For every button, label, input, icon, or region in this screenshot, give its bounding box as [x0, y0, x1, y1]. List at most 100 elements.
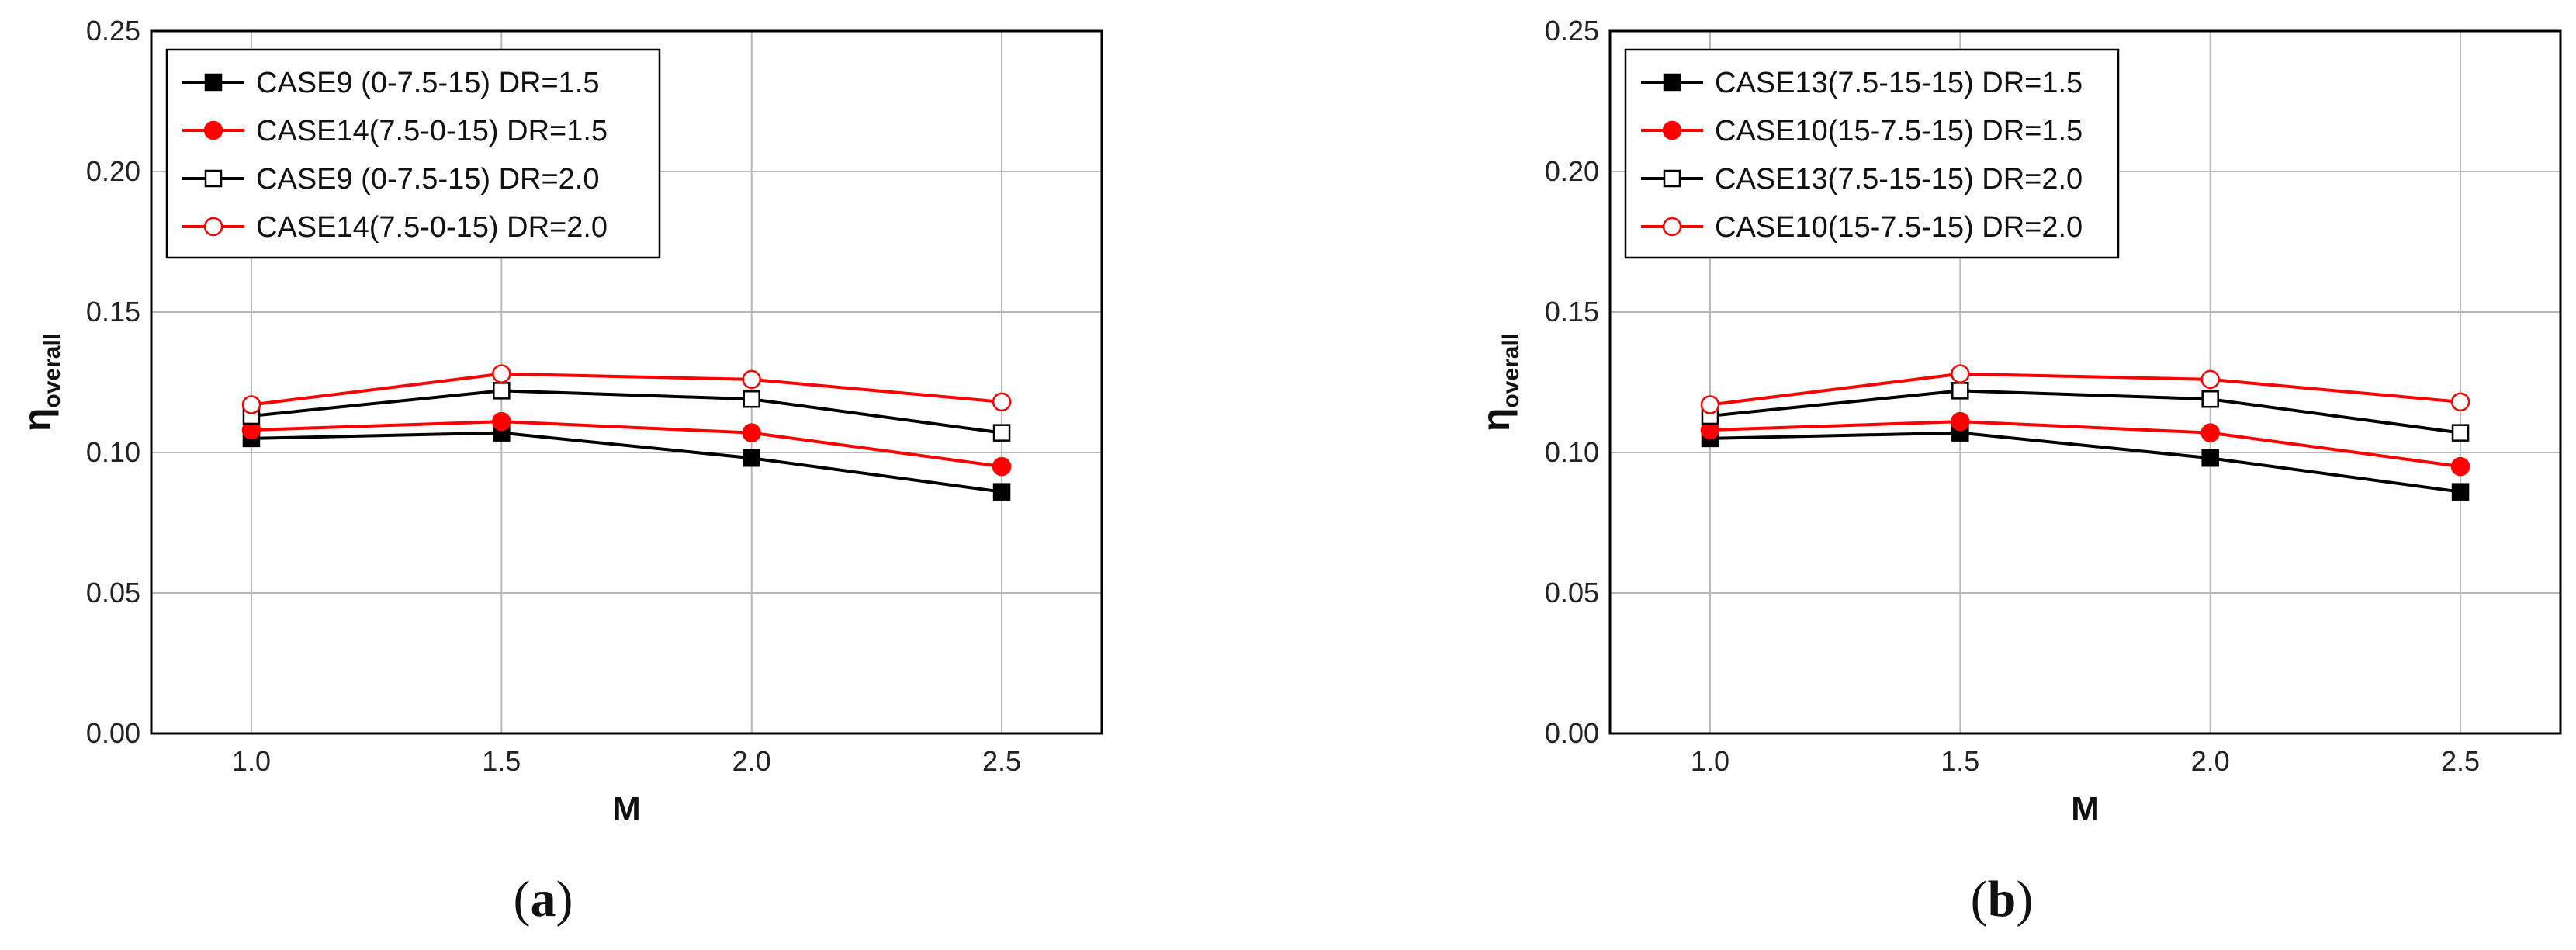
y-tick-label: 0.20 — [1545, 155, 1599, 187]
series-2 — [241, 411, 1012, 477]
series-4 — [1700, 364, 2470, 414]
x-tick-label: 1.5 — [1941, 745, 1979, 777]
y-axis-subscript: overall — [40, 333, 65, 408]
series-4 — [241, 364, 1012, 414]
legend-item: CASE10(15-7.5-15) DR=1.5 — [1641, 115, 2083, 147]
legend-label: CASE14(7.5-0-15) DR=2.0 — [256, 211, 608, 244]
x-tick-label: 2.5 — [2441, 745, 2480, 777]
data-point — [992, 392, 1012, 412]
y-axis-symbol: η — [16, 408, 59, 432]
data-point — [1951, 411, 1970, 432]
x-tick-label: 2.0 — [732, 745, 771, 777]
y-tick-label: 0.20 — [86, 155, 140, 187]
legend-box — [1624, 48, 2120, 259]
legend-marker — [1662, 120, 1682, 140]
legend-item: CASE13(7.5-15-15) DR=2.0 — [1641, 163, 2083, 196]
y-tick-label: 0.00 — [86, 717, 140, 749]
legend-label: CASE13(7.5-15-15) DR=1.5 — [1715, 67, 2083, 99]
plot-frame — [150, 29, 1103, 735]
panel-label-close: ) — [556, 871, 573, 927]
legend-label: CASE13(7.5-15-15) DR=2.0 — [1715, 163, 2083, 196]
series-line — [1709, 420, 2461, 469]
panel-label-a: (a) — [514, 871, 573, 927]
data-point — [742, 423, 761, 442]
legend-marker — [204, 73, 223, 92]
y-tick-label: 0.00 — [1545, 717, 1599, 749]
data-point — [992, 483, 1011, 501]
x-axis-title: M — [612, 790, 641, 828]
data-point — [992, 456, 1012, 477]
panel-label-open: ( — [1971, 871, 1988, 927]
series-line — [251, 389, 1002, 435]
data-point — [992, 424, 1011, 442]
panel-label-close: ) — [2016, 871, 2033, 927]
data-point — [743, 449, 760, 467]
chart-panel-a: 0.00 0.05 0.10 0.15 0.20 0.25 1.0 1.5 2.0 2.5 Mηov… — [16, 15, 1103, 828]
data-point — [492, 411, 511, 432]
x-axis-title: M — [2071, 790, 2100, 828]
legend-item: CASE9 (0-7.5-15) DR=1.5 — [182, 67, 599, 99]
y-tick-label: 0.15 — [1545, 296, 1599, 328]
legend-label: CASE10(15-7.5-15) DR=1.5 — [1715, 115, 2083, 147]
data-point — [2201, 390, 2219, 408]
y-tick-label: 0.15 — [86, 296, 140, 328]
data-point — [2200, 369, 2220, 390]
data-point — [1951, 364, 1970, 383]
legend-marker — [203, 120, 223, 140]
legend-label: CASE14(7.5-0-15) DR=1.5 — [256, 115, 608, 147]
data-point — [1700, 395, 1720, 414]
x-tick-label: 1.0 — [232, 745, 271, 777]
x-tick-label: 1.0 — [1691, 745, 1729, 777]
series-line — [251, 420, 1002, 469]
x-tick-label: 2.5 — [982, 745, 1021, 777]
legend-marker — [1662, 217, 1682, 237]
data-point — [2450, 392, 2470, 412]
y-tick-label: 0.05 — [86, 577, 140, 608]
y-tick-label: 0.10 — [86, 436, 140, 468]
panel-label-open: ( — [514, 871, 531, 927]
legend-item: CASE9 (0-7.5-15) DR=2.0 — [182, 163, 599, 196]
panel-label-letter: b — [1988, 871, 2017, 927]
legend-item: CASE13(7.5-15-15) DR=1.5 — [1641, 67, 2083, 99]
data-point — [742, 369, 761, 390]
y-tick-label: 0.25 — [1545, 15, 1599, 47]
legend-item: CASE10(15-7.5-15) DR=2.0 — [1641, 211, 2083, 244]
panel-label-b: (b) — [1971, 871, 2034, 927]
legend-box — [165, 48, 661, 259]
series-line — [251, 372, 1002, 407]
data-point — [2451, 483, 2470, 501]
data-point — [2450, 456, 2470, 477]
series-1 — [1701, 424, 2470, 501]
data-point — [492, 364, 511, 383]
y-axis-subscript: overall — [1498, 333, 1524, 408]
y-tick-label: 0.05 — [1545, 577, 1599, 608]
data-point — [743, 390, 760, 408]
legend-label: CASE9 (0-7.5-15) DR=2.0 — [256, 163, 599, 196]
legend-marker — [203, 217, 223, 237]
legend-label: CASE10(15-7.5-15) DR=2.0 — [1715, 211, 2083, 244]
data-point — [493, 382, 511, 400]
data-point — [2451, 424, 2470, 442]
legend-item: CASE14(7.5-0-15) DR=2.0 — [182, 211, 608, 244]
data-point — [2200, 423, 2220, 442]
y-tick-label: 0.10 — [1545, 436, 1599, 468]
y-axis-title: ηoverall — [16, 333, 65, 432]
chart-panel-b: 0.00 0.05 0.10 0.15 0.20 0.25 1.0 1.5 2.0 2.5 Mηov… — [1474, 15, 2562, 828]
legend: CASE9 (0-7.5-15) DR=1.5 CASE14(7.5-0-15) … — [165, 48, 661, 259]
series-line — [1709, 372, 2461, 407]
x-tick-label: 1.5 — [482, 745, 521, 777]
data-point — [241, 395, 261, 414]
legend-item: CASE14(7.5-0-15) DR=1.5 — [182, 115, 608, 147]
data-point — [2201, 449, 2219, 467]
panel-label-letter: a — [531, 871, 556, 927]
x-tick-label: 2.0 — [2191, 745, 2230, 777]
legend-marker — [204, 169, 223, 188]
legend-marker — [1663, 169, 1681, 188]
series-line — [251, 431, 1002, 494]
y-axis-symbol: η — [1474, 408, 1518, 432]
series-line — [1709, 389, 2461, 435]
data-point — [1951, 382, 1969, 400]
plot-frame — [1608, 29, 2562, 735]
legend-label: CASE9 (0-7.5-15) DR=1.5 — [256, 67, 599, 99]
